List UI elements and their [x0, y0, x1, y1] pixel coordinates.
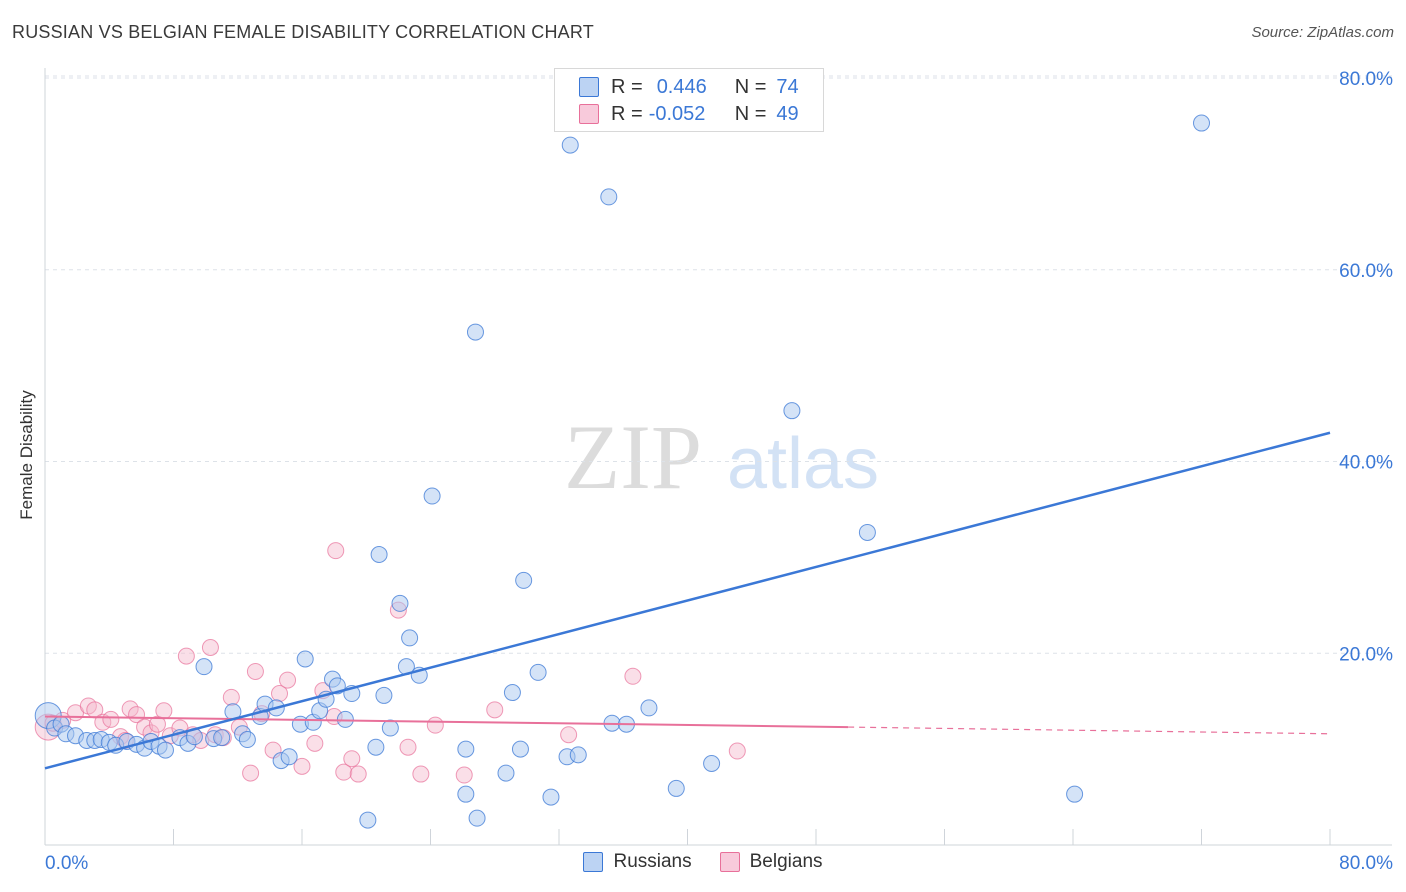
- russian-point: [238, 731, 256, 749]
- belgian-point: [201, 638, 219, 656]
- russian-point: [703, 755, 721, 773]
- series-legend: Russians Belgians: [0, 851, 1406, 873]
- russian-point: [640, 699, 658, 717]
- y-tick-labels: 20.0% 40.0% 60.0% 80.0%: [1339, 69, 1393, 665]
- belgians-trend-extension: [848, 726, 1331, 735]
- belgian-point: [177, 647, 195, 665]
- belgian-point: [327, 542, 345, 560]
- russians-points: [34, 114, 1210, 829]
- russian-point: [359, 811, 377, 829]
- russian-point: [391, 594, 409, 612]
- belgian-point: [455, 766, 473, 784]
- russian-point: [280, 748, 298, 766]
- russians-legend-label: Russians: [613, 851, 692, 872]
- russian-point: [296, 650, 314, 668]
- belgian-point: [306, 734, 324, 752]
- trend-lines: [44, 431, 1331, 770]
- x-ticks: [44, 829, 1331, 845]
- russian-point: [503, 684, 521, 702]
- chart-title: RUSSIAN VS BELGIAN FEMALE DISABILITY COR…: [12, 22, 594, 42]
- x-tick-labels: 0.0% 80.0%: [45, 853, 1393, 874]
- russians-swatch: [579, 77, 599, 97]
- y-tick-label: 60.0%: [1339, 261, 1393, 282]
- russian-point: [195, 658, 213, 676]
- belgian-point: [279, 671, 297, 689]
- belgian-point: [486, 701, 504, 719]
- x-tick-label: 80.0%: [1339, 853, 1393, 874]
- russian-point: [561, 136, 579, 154]
- russian-point: [511, 740, 529, 758]
- belgian-point: [155, 702, 173, 720]
- x-tick-label: 0.0%: [45, 853, 88, 874]
- correlation-legend: R = 0.446 N = 74 R = -0.052 N = 49: [554, 68, 824, 132]
- belgian-point: [102, 710, 120, 728]
- russian-point: [600, 188, 618, 206]
- legend-row-belgians: R = -0.052 N = 49: [579, 101, 799, 127]
- belgian-point: [728, 742, 746, 760]
- belgian-point: [242, 764, 260, 782]
- source-label: Source: ZipAtlas.com: [1251, 24, 1394, 41]
- russian-point: [401, 629, 419, 647]
- belgians-legend-swatch: [719, 852, 740, 872]
- legend-r-label: R =: [611, 102, 643, 125]
- belgians-trend-line: [44, 715, 849, 729]
- legend-n-value: 74: [776, 75, 799, 98]
- belgian-point: [560, 726, 578, 744]
- russian-point: [515, 571, 533, 589]
- russian-point: [457, 785, 475, 803]
- watermark-zip: ZIP: [564, 406, 702, 508]
- russian-point: [381, 719, 399, 737]
- russians-legend-swatch: [583, 852, 604, 872]
- legend-n-label: N =: [734, 75, 767, 98]
- russian-point: [370, 545, 388, 563]
- russian-point: [542, 788, 560, 806]
- grid: [45, 75, 1392, 654]
- belgian-point: [222, 688, 240, 706]
- legend-r-label: R =: [611, 75, 643, 98]
- russian-point: [423, 487, 441, 505]
- legend-row-russians: R = 0.446 N = 74: [579, 74, 799, 100]
- belgian-point: [624, 667, 642, 685]
- russian-point: [457, 740, 475, 758]
- belgian-point: [293, 757, 311, 775]
- legend-r-value: -0.052: [648, 102, 706, 125]
- russian-point: [375, 686, 393, 704]
- russian-point: [156, 741, 174, 759]
- belgian-point: [136, 718, 154, 736]
- belgian-point: [399, 738, 417, 756]
- belgian-point: [343, 750, 361, 768]
- russian-point: [468, 809, 486, 827]
- belgians-legend-label: Belgians: [749, 851, 823, 872]
- russian-point: [1066, 785, 1084, 803]
- belgian-point: [246, 662, 264, 680]
- russian-point: [569, 746, 587, 764]
- belgians-swatch: [579, 104, 599, 124]
- watermark: ZIP atlas: [564, 406, 879, 508]
- y-tick-label: 40.0%: [1339, 453, 1393, 474]
- russians-trend-line: [44, 431, 1331, 770]
- russian-point: [529, 663, 547, 681]
- belgian-point: [349, 765, 367, 783]
- russian-point: [858, 523, 876, 541]
- russian-point: [1193, 114, 1210, 132]
- russian-point: [367, 738, 385, 756]
- y-tick-label: 80.0%: [1339, 69, 1393, 90]
- russian-point: [497, 764, 515, 782]
- russian-point: [783, 402, 801, 420]
- belgian-point: [335, 763, 353, 781]
- legend-r-value: 0.446: [656, 75, 707, 98]
- russian-point: [667, 779, 685, 797]
- russian-point: [213, 729, 231, 747]
- legend-item-belgians[interactable]: Belgians: [719, 851, 823, 873]
- russian-point: [466, 323, 484, 341]
- legend-n-value: 49: [776, 102, 799, 125]
- belgian-point: [426, 716, 444, 734]
- watermark-atlas: atlas: [727, 424, 879, 504]
- y-tick-label: 20.0%: [1339, 644, 1393, 665]
- belgian-point: [412, 765, 430, 783]
- legend-item-russians[interactable]: Russians: [583, 851, 692, 873]
- legend-n-label: N =: [734, 102, 767, 125]
